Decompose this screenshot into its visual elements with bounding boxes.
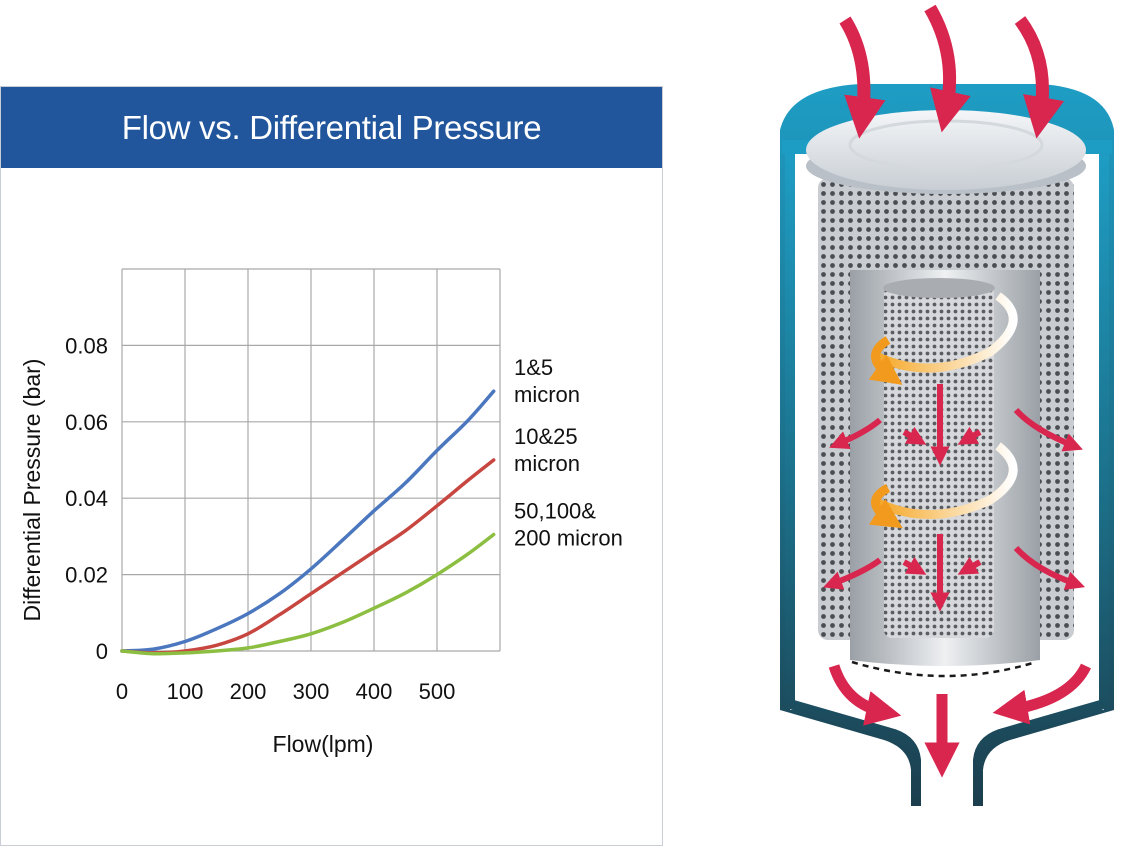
internal-flow-arrows <box>823 384 1086 612</box>
series-label: 200 micron <box>514 525 623 550</box>
x-tick-label: 500 <box>419 679 456 704</box>
x-tick-label: 400 <box>356 679 393 704</box>
y-axis-title: Differential Pressure (bar) <box>19 359 45 622</box>
series-line <box>120 389 496 653</box>
outflow-arrows <box>828 663 1091 778</box>
series-label: 10&25 <box>514 424 578 449</box>
x-tick-label: 0 <box>116 679 128 704</box>
series-label: micron <box>514 382 580 407</box>
y-tick-label: 0 <box>96 639 108 664</box>
y-tick-label: 0.08 <box>65 333 108 358</box>
series-label: 1&5 <box>514 355 553 380</box>
x-tick-label: 200 <box>230 679 267 704</box>
chart-title: Flow vs. Differential Pressure <box>1 87 662 168</box>
x-tick-label: 100 <box>167 679 204 704</box>
inflow-arrows <box>839 4 1065 139</box>
series-lines <box>120 389 496 656</box>
y-tick-label: 0.04 <box>65 486 108 511</box>
series-label: micron <box>514 451 580 476</box>
swirl-arrows <box>868 292 1018 529</box>
basket-strainer-cutaway-icon <box>780 4 1114 806</box>
x-tick-label: 300 <box>293 679 330 704</box>
chart-panel: Flow vs. Differential Pressure <box>0 86 663 846</box>
y-tick-label: 0.06 <box>65 410 108 435</box>
series-label: 50,100& <box>514 498 596 523</box>
y-tick-label: 0.02 <box>65 563 108 588</box>
axis-ticks: 0 100 200 300 400 500 0 0.02 0.04 0.06 0.08 <box>65 333 455 704</box>
series-line <box>120 532 496 656</box>
x-axis-title: Flow(lpm) <box>273 731 374 757</box>
series-line <box>120 458 496 655</box>
